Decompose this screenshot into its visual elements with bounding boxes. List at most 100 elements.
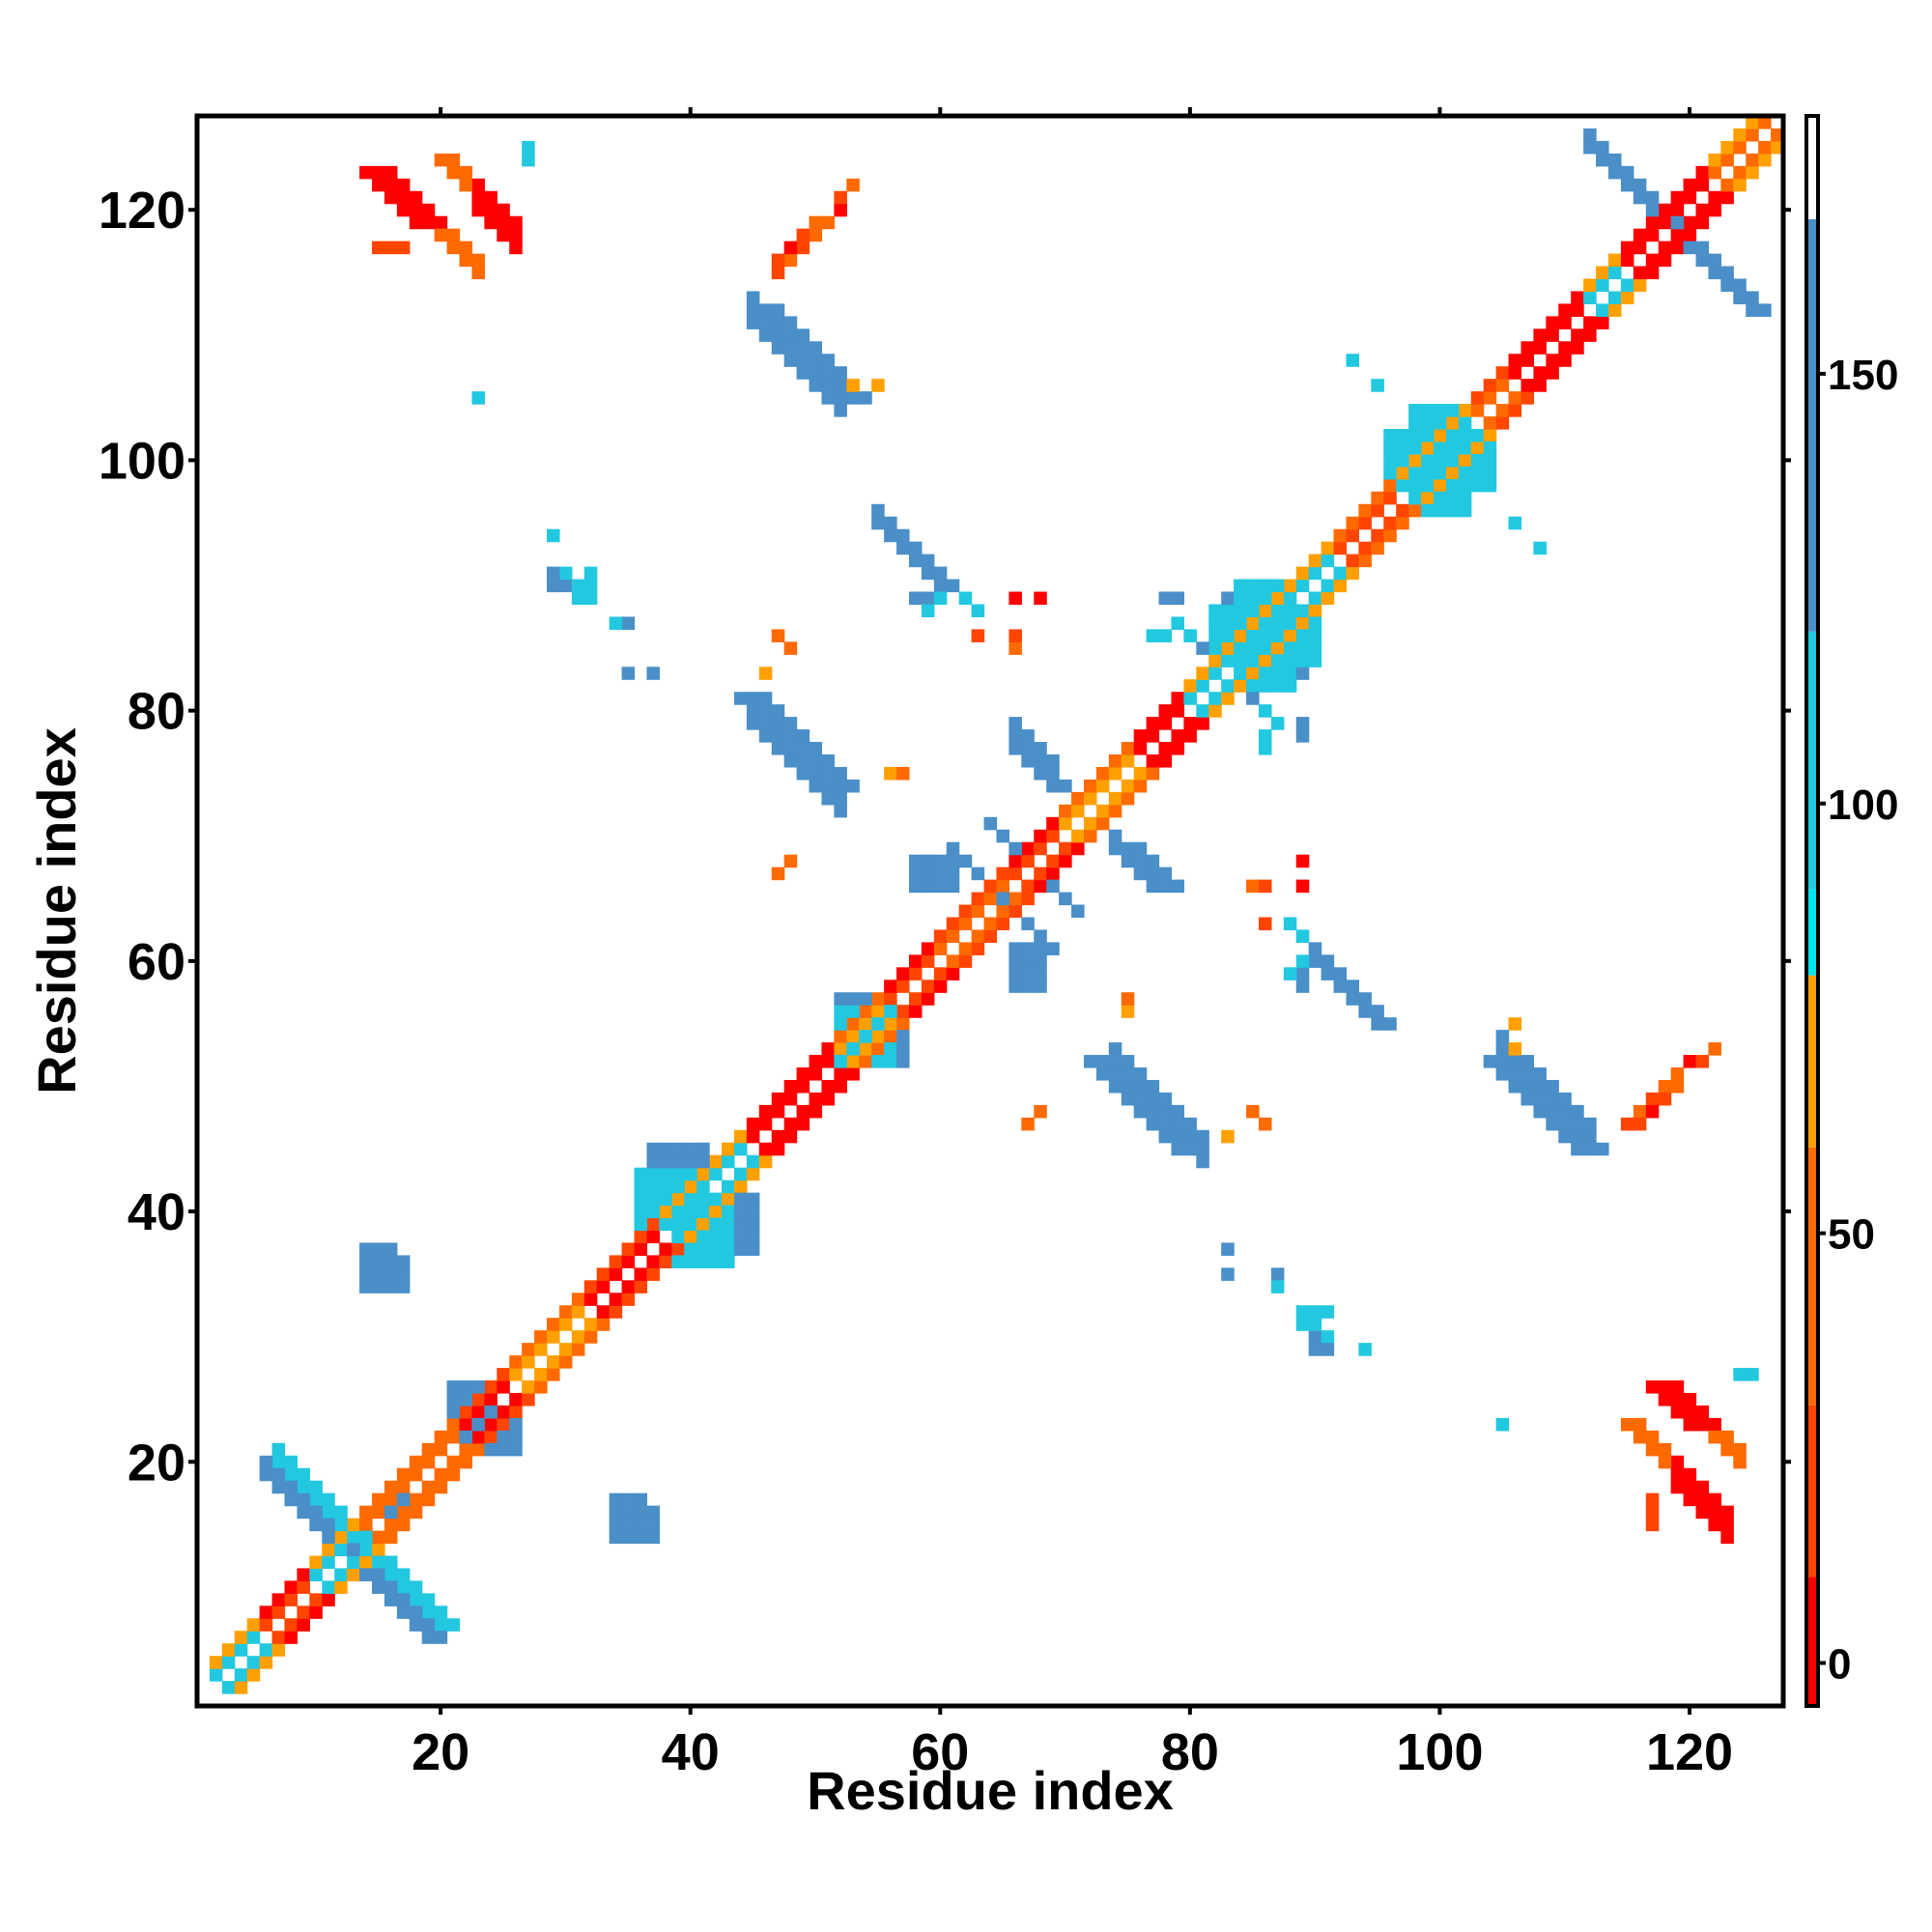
heat-cell (1196, 717, 1209, 730)
heat-cell (1383, 516, 1397, 530)
heat-cell (634, 1518, 648, 1532)
heat-cell (409, 203, 423, 217)
heat-cell (1246, 629, 1260, 642)
heat-cell (484, 1442, 497, 1457)
heat-cell (684, 1255, 697, 1268)
heat-cell (434, 153, 448, 167)
heat-cell (1733, 140, 1747, 155)
heat-cell (1421, 453, 1435, 468)
heat-cell (497, 215, 510, 230)
heat-cell (746, 291, 760, 305)
heat-cell (1670, 215, 1685, 230)
heat-cell (1183, 692, 1197, 705)
heat-cell (421, 1618, 436, 1632)
heat-cell (996, 867, 1009, 881)
heat-cell (534, 1368, 548, 1381)
heat-cell (946, 929, 960, 943)
heat-cell (396, 1480, 411, 1494)
heat-cell (1558, 1092, 1572, 1106)
heat-cell (921, 992, 935, 1006)
heat-cell (1258, 604, 1272, 618)
heat-cell (409, 1467, 423, 1482)
colorbar-band (1806, 631, 1818, 890)
heat-cell (1520, 1067, 1535, 1081)
heat-cell (684, 1217, 697, 1232)
heat-cell (796, 766, 810, 781)
heat-cell (746, 316, 760, 329)
heat-cell (1408, 440, 1422, 455)
heat-cell (1408, 478, 1422, 493)
heat-cell (1021, 879, 1035, 894)
heat-cell (1658, 1455, 1672, 1469)
heat-cell (1483, 391, 1497, 405)
heat-cell (722, 1154, 735, 1169)
heat-cell (733, 692, 748, 705)
heat-cell (1658, 1442, 1672, 1457)
heat-cell (1009, 717, 1022, 730)
heat-cell (1009, 967, 1022, 980)
heat-cell (1733, 1368, 1747, 1381)
heat-cell (484, 203, 497, 217)
heat-cell (1009, 867, 1022, 881)
heat-cell (558, 579, 573, 593)
heat-cell (1171, 591, 1184, 606)
heat-cell (659, 1154, 672, 1169)
heat-cell (1720, 178, 1734, 192)
heat-cell (871, 1042, 885, 1056)
heat-cell (1383, 466, 1397, 480)
heat-cell (1508, 404, 1522, 417)
heat-cell (834, 379, 847, 392)
heat-cell (796, 328, 810, 342)
heat-cell (871, 1005, 885, 1018)
heat-cell (1270, 654, 1285, 668)
heat-cell (534, 1343, 548, 1356)
heat-cell (796, 1067, 810, 1081)
heat-cell (1333, 528, 1348, 543)
heat-cell (1746, 153, 1759, 167)
heat-cell (309, 1555, 323, 1570)
heat-cell (1321, 579, 1335, 593)
heat-cell (1270, 641, 1285, 655)
heat-cell (1258, 729, 1272, 743)
heat-cell (1196, 1142, 1209, 1156)
heat-cell (1108, 1067, 1122, 1081)
heat-cell (1071, 829, 1085, 843)
heat-cell (1371, 491, 1384, 505)
heat-cell (471, 203, 485, 217)
heat-cell (834, 779, 847, 793)
heat-cell (1283, 667, 1297, 680)
heat-cell (696, 1142, 710, 1156)
heat-cell (459, 1430, 473, 1444)
heat-cell (1034, 829, 1047, 843)
heat-cell (646, 1154, 660, 1169)
heat-cell (1396, 516, 1409, 530)
heat-cell (796, 729, 810, 743)
heat-cell (908, 554, 923, 568)
heat-cell (783, 316, 798, 329)
heat-cell (746, 303, 760, 317)
heat-cell (1583, 328, 1597, 342)
heat-cell (1708, 1492, 1721, 1507)
heat-cell (1009, 980, 1022, 993)
x-tick-label: 60 (911, 1723, 969, 1781)
heat-cell (484, 1392, 497, 1406)
heat-cell (1270, 717, 1285, 730)
heat-cell (1733, 165, 1747, 180)
heat-cell (1383, 491, 1397, 505)
heat-cell (259, 1656, 273, 1669)
heat-cell (1308, 566, 1322, 581)
heat-cell (497, 1417, 510, 1432)
heat-cell (1246, 667, 1260, 680)
heat-cell (1158, 1129, 1173, 1144)
heat-cell (758, 316, 773, 329)
heat-cell (796, 241, 810, 255)
heat-cell (471, 1417, 485, 1432)
heat-cell (471, 266, 485, 280)
heat-cell (497, 203, 510, 217)
heat-cell (1746, 303, 1759, 317)
heat-cell (1083, 1055, 1097, 1068)
heat-cell (309, 1593, 323, 1606)
heat-cell (696, 1154, 710, 1169)
heat-cell (1034, 867, 1047, 881)
heat-cell (722, 1179, 735, 1194)
